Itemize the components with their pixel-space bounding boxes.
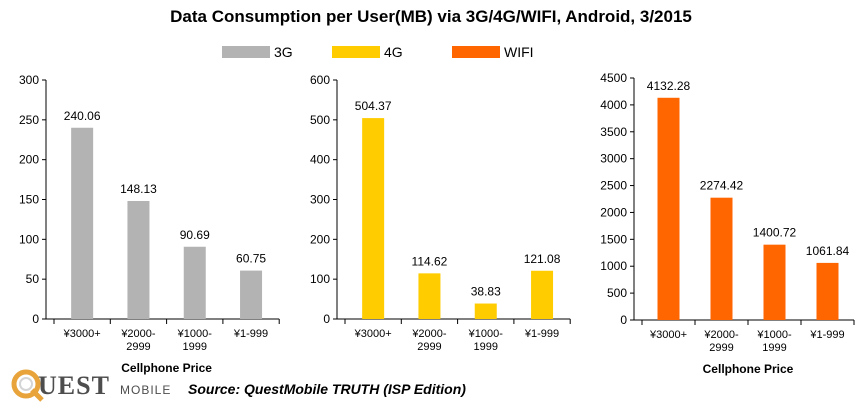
x-category-label: ¥3000+ xyxy=(63,328,101,340)
legend-label-3g: 3G xyxy=(274,44,293,60)
y-tick-label: 500 xyxy=(310,113,330,127)
bar xyxy=(362,118,385,319)
y-tick-label: 2500 xyxy=(600,179,627,193)
x-category-label: ¥3000+ xyxy=(649,329,687,341)
bar xyxy=(531,270,554,319)
bar xyxy=(71,127,94,319)
bar xyxy=(710,197,733,320)
x-category-label: ¥2000- xyxy=(703,329,739,341)
y-tick-label: 400 xyxy=(310,153,330,167)
x-category-label: ¥1-999 xyxy=(524,328,559,340)
y-tick-label: 0 xyxy=(32,312,39,326)
y-tick-label: 4500 xyxy=(600,71,627,85)
y-tick-label: 4000 xyxy=(600,98,627,112)
y-tick-label: 1500 xyxy=(600,232,627,246)
legend-label-4g: 4G xyxy=(384,44,403,60)
bar-value-label: 240.06 xyxy=(64,109,101,123)
bar xyxy=(474,303,497,319)
bar-value-label: 504.37 xyxy=(355,99,392,113)
logo-text: UEST xyxy=(38,371,110,400)
y-tick-label: 3500 xyxy=(600,125,627,139)
y-tick-label: 2000 xyxy=(600,205,627,219)
x-category-label: ¥2000- xyxy=(411,328,447,340)
bar xyxy=(657,97,680,320)
x-category-label: ¥1-999 xyxy=(233,328,268,340)
x-category-label: 1999 xyxy=(762,342,786,354)
legend-swatch-4g xyxy=(332,46,380,58)
y-tick-label: 0 xyxy=(323,312,330,326)
y-tick-label: 150 xyxy=(19,193,39,207)
x-category-label: ¥1000- xyxy=(177,328,213,340)
legend-label-wifi: WIFI xyxy=(504,44,534,60)
y-tick-label: 500 xyxy=(607,286,627,300)
x-category-label: ¥3000+ xyxy=(354,328,392,340)
bar-value-label: 90.69 xyxy=(180,228,210,242)
x-axis-title: Cellphone Price xyxy=(703,362,794,376)
x-category-label: 2999 xyxy=(709,342,733,354)
y-tick-label: 3000 xyxy=(600,152,627,166)
x-category-label: 1999 xyxy=(183,341,207,353)
legend-swatch-3g xyxy=(222,46,270,58)
y-tick-label: 200 xyxy=(19,153,39,167)
y-tick-label: 50 xyxy=(26,272,40,286)
bar-value-label: 148.13 xyxy=(120,182,157,196)
bar-value-label: 38.83 xyxy=(471,285,501,299)
bar xyxy=(183,246,206,319)
y-tick-label: 250 xyxy=(19,113,39,127)
y-tick-label: 300 xyxy=(19,73,39,87)
y-tick-label: 600 xyxy=(310,73,330,87)
bar-value-label: 60.75 xyxy=(236,252,266,266)
x-category-label: ¥2000- xyxy=(120,328,156,340)
bar xyxy=(763,244,786,320)
logo-subtext: MOBILE xyxy=(120,383,172,397)
y-tick-label: 200 xyxy=(310,232,330,246)
bar xyxy=(127,200,150,319)
bar-value-label: 1400.72 xyxy=(753,226,797,240)
x-category-label: 2999 xyxy=(417,341,441,353)
bar-value-label: 121.08 xyxy=(524,252,561,266)
y-tick-label: 100 xyxy=(310,272,330,286)
legend-swatch-wifi xyxy=(452,46,500,58)
bar-value-label: 1061.84 xyxy=(806,244,850,258)
x-category-label: ¥1000- xyxy=(468,328,504,340)
y-tick-label: 100 xyxy=(19,232,39,246)
questmobile-logo-icon xyxy=(11,369,44,402)
bar xyxy=(418,273,441,319)
y-tick-label: 300 xyxy=(310,193,330,207)
x-category-label: 1999 xyxy=(474,341,498,353)
bar xyxy=(816,262,839,320)
chart-title: Data Consumption per User(MB) via 3G/4G/… xyxy=(170,7,692,26)
y-tick-label: 0 xyxy=(620,313,627,327)
bar xyxy=(240,270,263,319)
bar-value-label: 114.62 xyxy=(412,254,448,268)
bar-value-label: 2274.42 xyxy=(700,179,744,193)
x-category-label: ¥1-999 xyxy=(809,329,844,341)
bar-value-label: 4132.28 xyxy=(647,79,691,93)
x-category-label: 2999 xyxy=(126,341,150,353)
x-category-label: ¥1000- xyxy=(756,329,792,341)
y-tick-label: 1000 xyxy=(600,259,627,273)
source-note: Source: QuestMobile TRUTH (ISP Edition) xyxy=(188,381,466,397)
x-axis-title: Cellphone Price xyxy=(121,361,212,375)
